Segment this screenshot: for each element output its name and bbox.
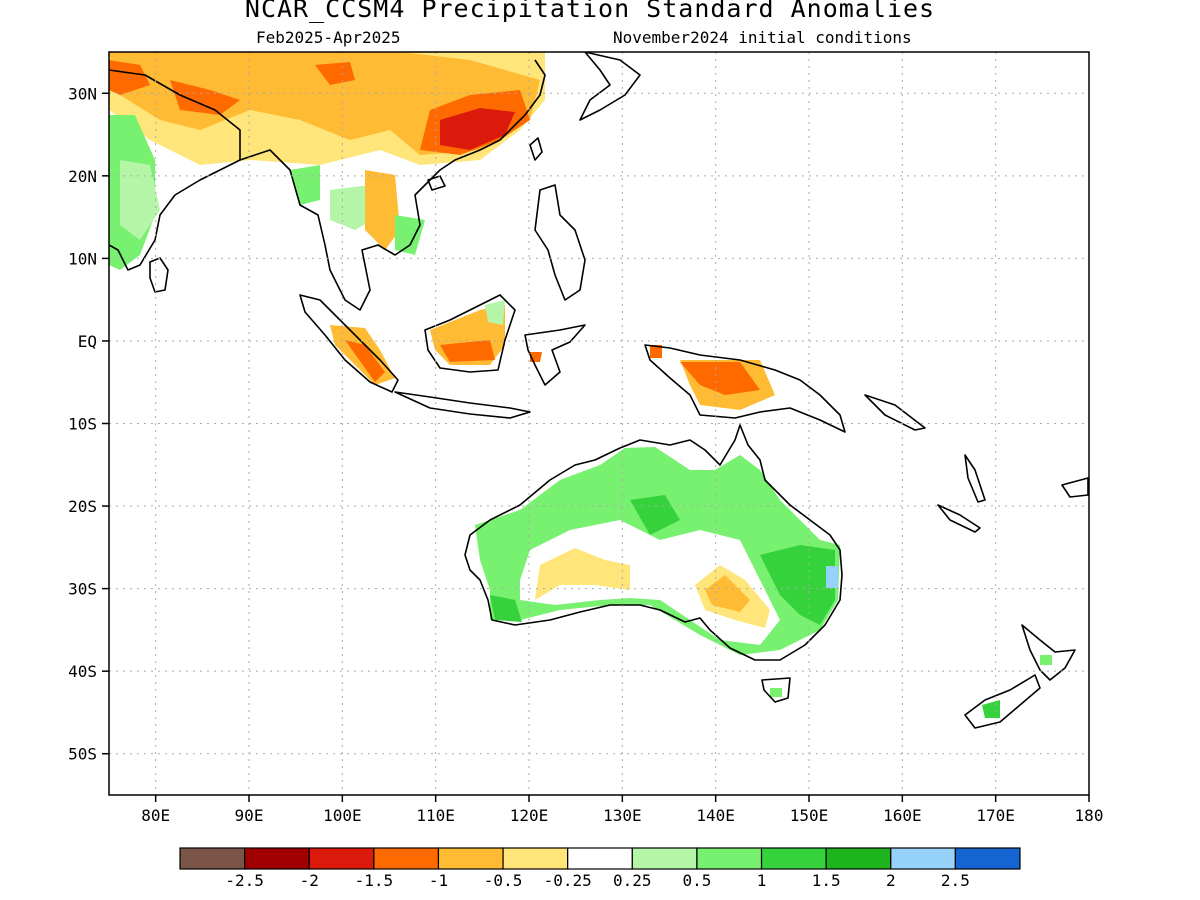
coastline-newguinea xyxy=(644,344,846,433)
anomaly-dry-indochina xyxy=(365,170,400,250)
anomaly-dry-borneo-strong xyxy=(440,340,495,362)
coastline-tasmania xyxy=(761,677,791,703)
colorbar-label: 1 xyxy=(757,871,767,890)
colorbar-swatch xyxy=(567,847,633,870)
lat-label: EQ xyxy=(78,332,97,351)
coastline-fiji xyxy=(1061,477,1089,498)
lon-label: 100E xyxy=(323,806,362,825)
anomaly-wet-australia-north xyxy=(630,495,680,535)
coastline-newcaledonia xyxy=(937,504,981,533)
lon-label: 90E xyxy=(235,806,264,825)
colorbar-label: -0.5 xyxy=(484,871,523,890)
lon-label: 140E xyxy=(696,806,735,825)
lat-label: 10N xyxy=(68,249,97,268)
coastline-sumatra xyxy=(299,294,399,393)
anomaly-dry-sumatra-strong xyxy=(345,340,385,382)
anomaly-dry-australia-south-mod xyxy=(705,575,750,612)
anomaly-wet-australia-sw xyxy=(490,595,522,622)
anomaly-wet-newzealand-north xyxy=(1040,655,1052,665)
coastline-japan xyxy=(579,52,641,121)
lat-label: 40S xyxy=(68,662,97,681)
colorbar-swatch xyxy=(437,847,504,870)
colorbar-swatch xyxy=(890,847,956,870)
anomaly-wet-sabah xyxy=(485,300,505,325)
map-title: NCAR_CCSM4 Precipitation Standard Anomal… xyxy=(244,0,936,23)
anomaly-field xyxy=(109,52,1052,718)
coastline-india xyxy=(109,69,241,271)
colorbar-label: 0.5 xyxy=(682,871,711,890)
anomaly-wet-australia-east xyxy=(760,545,835,625)
colorbar-swatch xyxy=(373,847,440,870)
lon-label: 160E xyxy=(883,806,922,825)
anomaly-dry-china-strong xyxy=(440,108,515,150)
colorbar-swatch xyxy=(825,847,892,870)
lon-label: 150E xyxy=(790,806,829,825)
lon-label: 170E xyxy=(976,806,1015,825)
colorbar-label: -1.5 xyxy=(355,871,394,890)
coastline-solomons xyxy=(864,394,926,431)
anomaly-wet-india-light xyxy=(120,160,160,240)
coastline-srilanka xyxy=(149,257,169,293)
coastline-newzealand-north xyxy=(1021,624,1076,681)
initial-conditions: November2024 initial conditions xyxy=(613,28,912,47)
lat-label: 30N xyxy=(68,84,97,103)
colorbar-label: 2.5 xyxy=(941,871,970,890)
anomaly-wet-newzealand xyxy=(982,700,1000,718)
lat-label: 10S xyxy=(68,415,97,434)
lon-label: 180 xyxy=(1075,806,1104,825)
anomaly-wet-vietnam xyxy=(395,215,425,255)
colorbar-swatch xyxy=(760,847,827,870)
lon-label: 110E xyxy=(416,806,455,825)
coastline-taiwan xyxy=(529,137,543,161)
coastline-indochina xyxy=(239,59,546,311)
forecast-period: Feb2025-Apr2025 xyxy=(256,28,401,47)
colorbar-label: 0.25 xyxy=(613,871,652,890)
anomaly-wet-tasmania xyxy=(770,688,782,697)
coastline-sulawesi xyxy=(524,324,586,386)
coastline-australia xyxy=(464,424,843,661)
anomaly-dry-tibet xyxy=(315,62,355,85)
lat-label: 20S xyxy=(68,497,97,516)
anomaly-dry-tibet-2 xyxy=(170,80,240,115)
anomaly-dry-birdshead xyxy=(650,345,662,358)
anomaly-dry-newguinea-strong xyxy=(680,362,760,395)
lat-label: 20N xyxy=(68,167,97,186)
colorbar-label: -0.25 xyxy=(544,871,592,890)
anomaly-dry-west xyxy=(109,60,150,95)
colorbar-swatch xyxy=(631,847,698,870)
colorbar-label: 2 xyxy=(886,871,896,890)
grid-lines xyxy=(109,52,1089,795)
longitude-axis: 80E 90E 100E 110E 120E 130E 140E 150E 160E 170E 18… xyxy=(141,795,1103,825)
coastline-philippines xyxy=(534,184,586,301)
colorbar-label: -1 xyxy=(429,871,448,890)
coastline-vanuatu xyxy=(964,454,986,503)
lon-label: 130E xyxy=(603,806,642,825)
colorbar-swatch xyxy=(954,847,1021,870)
colorbar-label: -2.5 xyxy=(225,871,264,890)
lon-label: 80E xyxy=(141,806,170,825)
anomaly-neutral-australia xyxy=(520,520,780,645)
coastline-newzealand-south xyxy=(964,674,1041,729)
anomaly-wet-australia-east-light xyxy=(826,566,838,588)
colorbar-legend: -2.5 -2 -1.5 -1 -0.5 -0.25 0.25 0.5 1 1.5 2 2.5 xyxy=(179,847,1021,890)
anomaly-dry-australia-west xyxy=(535,548,630,600)
lat-label: 30S xyxy=(68,580,97,599)
coastline-java xyxy=(394,391,531,419)
colorbar-swatch xyxy=(179,847,246,870)
lon-label: 120E xyxy=(510,806,549,825)
colorbar-swatch xyxy=(502,847,569,870)
colorbar-label: -2 xyxy=(300,871,319,890)
colorbar-swatch xyxy=(244,847,310,870)
colorbar-label: 1.5 xyxy=(812,871,841,890)
colorbar-swatch xyxy=(696,847,763,870)
coastline-hainan xyxy=(427,175,446,191)
colorbar-swatch xyxy=(308,847,375,870)
latitude-axis: 30N 20N 10N EQ 10S 20S 30S 40S 50S xyxy=(68,84,109,764)
lat-label: 50S xyxy=(68,745,97,764)
